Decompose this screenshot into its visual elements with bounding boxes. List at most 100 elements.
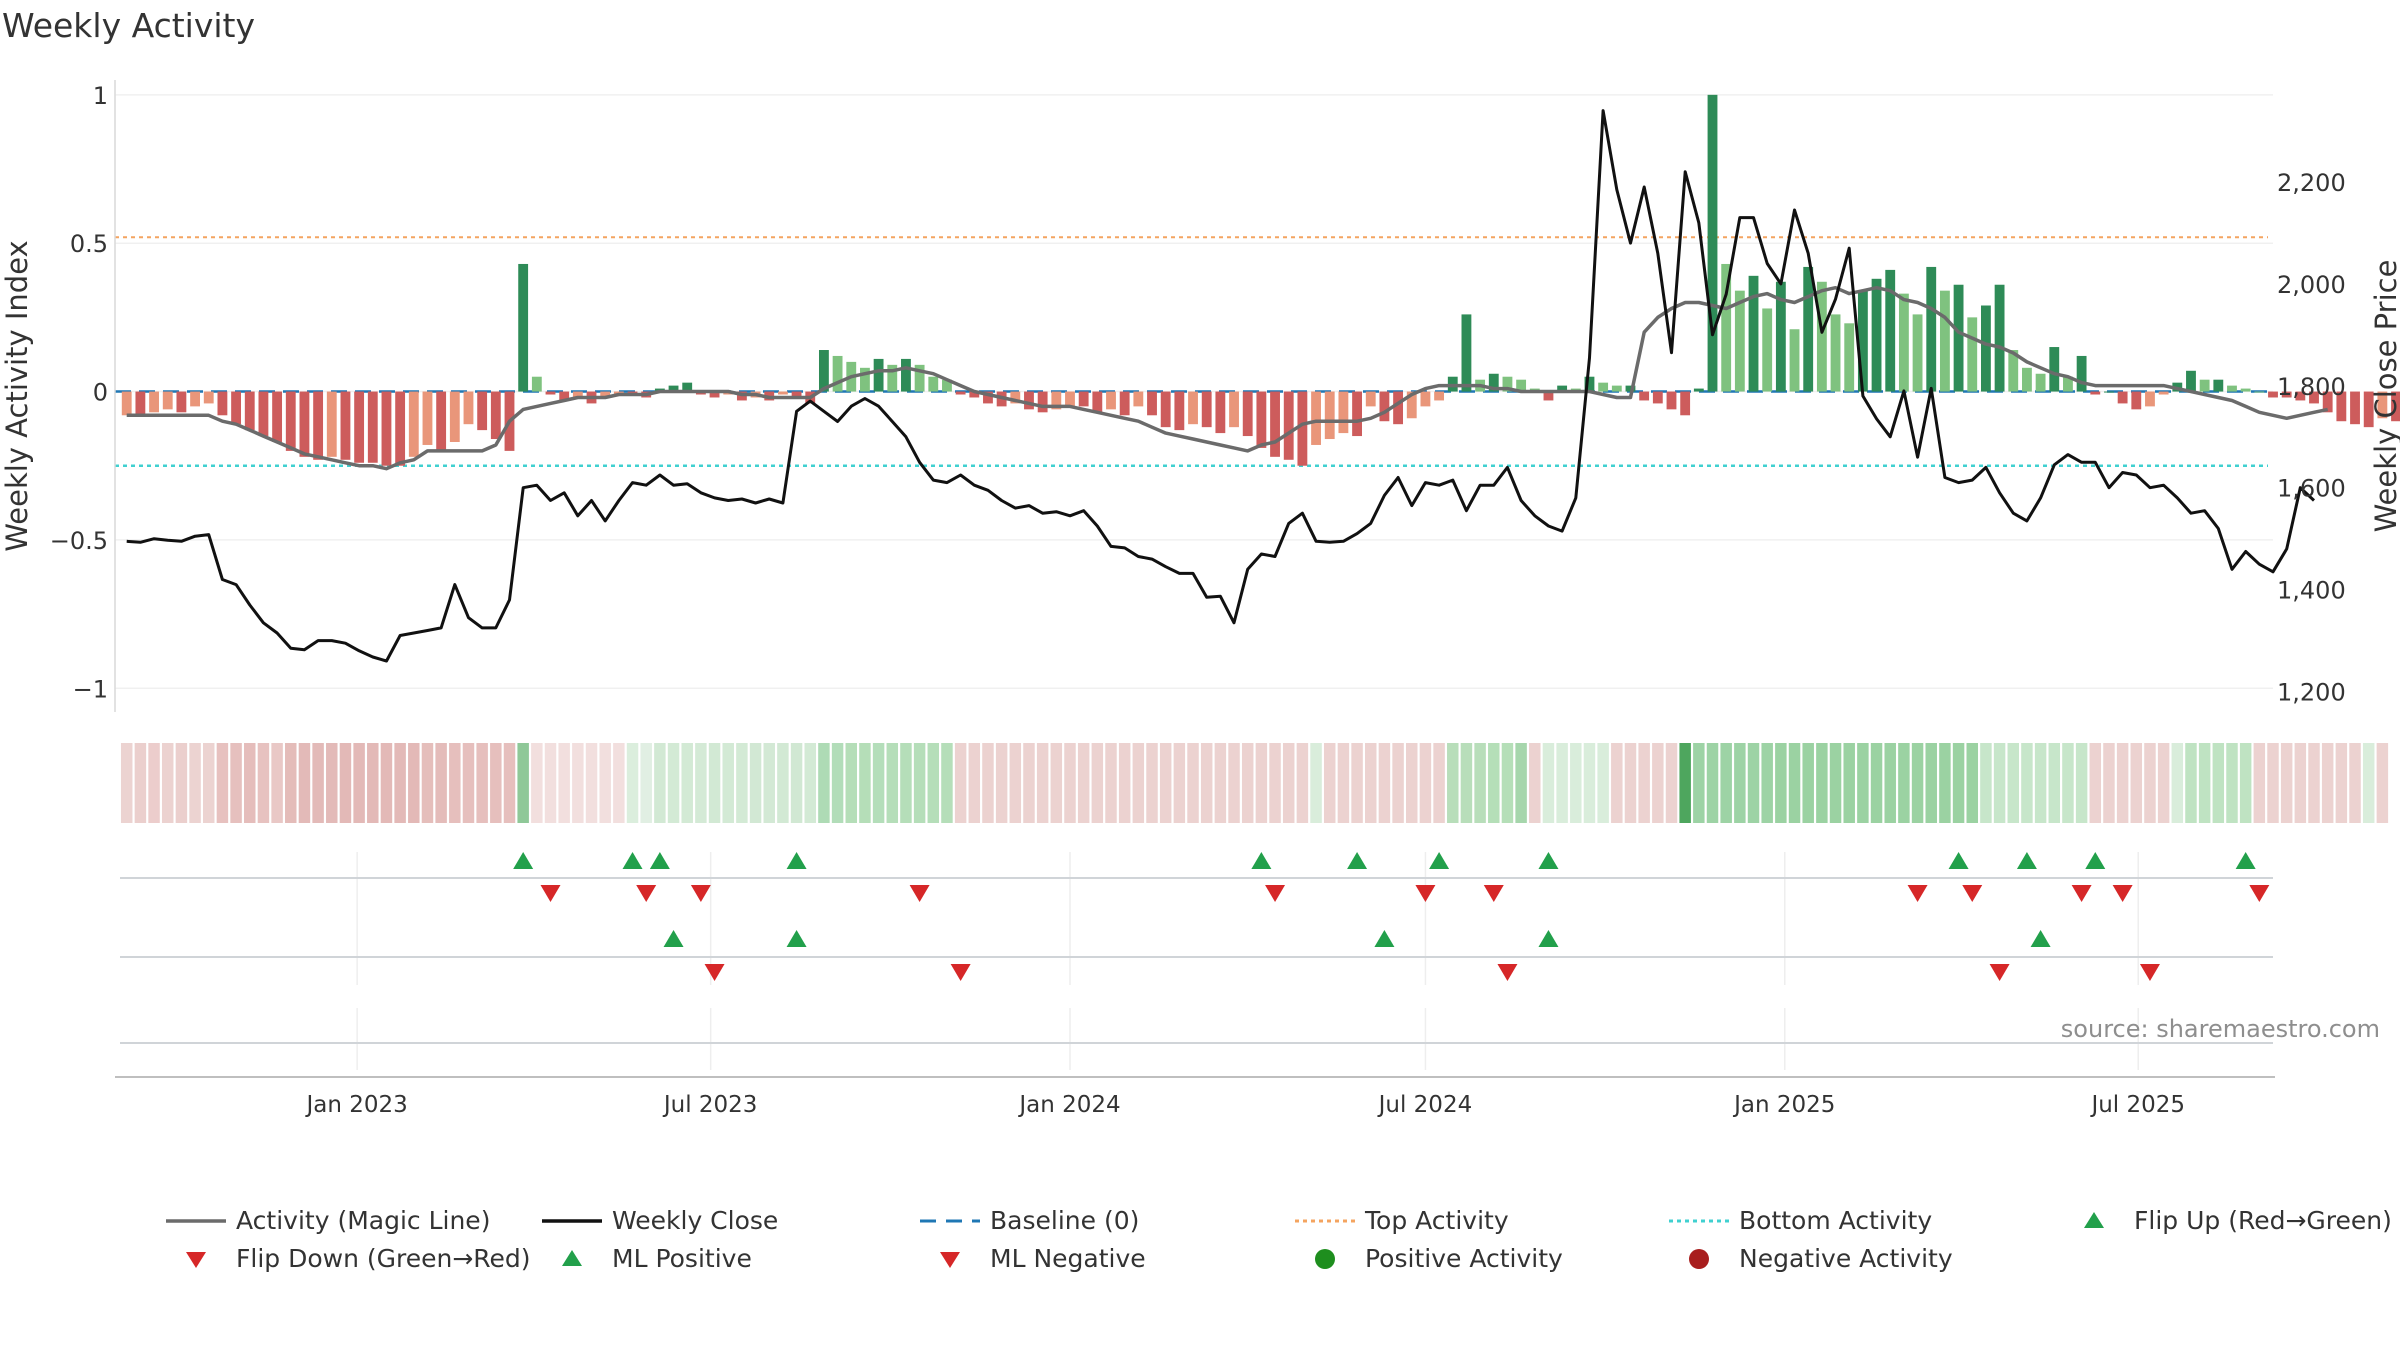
y-left-tick-label: 0 — [93, 379, 108, 407]
flip-up-marker — [2085, 852, 2106, 869]
activity-bar — [559, 391, 570, 401]
heat-strip-cell — [2144, 743, 2156, 823]
activity-bar — [436, 391, 447, 451]
heat-strip-cell — [1433, 743, 1445, 823]
legend-label: Positive Activity — [1365, 1244, 1563, 1273]
heat-strip-cell — [1706, 743, 1719, 823]
heat-strip-cell — [1269, 743, 1281, 823]
heat-strip-cell — [1788, 743, 1801, 823]
activity-bar — [2131, 391, 2142, 410]
y-right-axis-label: Weekly Close Price — [2369, 260, 2400, 533]
activity-bar — [1024, 391, 1034, 410]
activity-bar — [832, 355, 843, 392]
activity-bar — [1639, 391, 1650, 401]
heat-strip-cell — [202, 743, 215, 823]
activity-bar — [2104, 391, 2114, 393]
activity-bar — [1611, 385, 1622, 392]
heat-strip-cell — [1898, 743, 1910, 823]
heat-strip-cell — [1638, 743, 1650, 823]
heat-strip-cell — [763, 743, 775, 823]
activity-bar — [1010, 391, 1021, 404]
flip-down-marker — [1483, 885, 1504, 902]
activity-bar — [983, 391, 993, 404]
heat-strip-cell — [2335, 743, 2348, 823]
heat-strip-cell — [2267, 743, 2279, 823]
heat-strip-cell — [503, 743, 516, 823]
heat-strip-cell — [1911, 743, 1924, 823]
x-axis: Jan 2023 Jul 2023 Jan 2024 Jul 2024 Jan 2025… — [305, 1092, 2186, 1118]
heat-strip-cell — [1050, 743, 1063, 823]
heat-strip-cell — [1023, 743, 1035, 823]
heat-strip-cell — [1747, 743, 1760, 823]
activity-bar — [1311, 391, 1321, 445]
ml-positive-marker — [2030, 930, 2051, 947]
y-left-tick-label: 1 — [93, 82, 108, 110]
heat-strip-cell — [790, 743, 803, 823]
y-left-tick-label: −1 — [73, 675, 108, 703]
legend-symbol-ml-negative — [940, 1252, 960, 1268]
activity-bar — [2090, 391, 2101, 395]
flip-up-marker — [1538, 852, 1559, 869]
activity-bar — [2268, 391, 2278, 398]
legend-label: Baseline (0) — [990, 1206, 1140, 1235]
heat-strip-cell — [544, 743, 557, 823]
heat-strip-cell — [2075, 743, 2088, 823]
legend-symbol-top-activity — [1295, 1219, 1355, 1223]
activity-bar — [367, 391, 378, 463]
heat-strip-cell — [257, 743, 270, 823]
heat-strip-cell — [558, 743, 570, 823]
heat-strip-cell — [2280, 743, 2293, 823]
activity-bar — [299, 391, 310, 457]
activity-bar — [1789, 329, 1800, 392]
activity-bar — [2309, 391, 2319, 404]
activity-bar — [791, 391, 802, 398]
activity-bar — [1092, 391, 1103, 413]
legend-label: Activity (Magic Line) — [236, 1206, 491, 1235]
heat-strip-cell — [449, 743, 461, 823]
heat-strip-cell — [339, 743, 352, 823]
activity-bar — [149, 391, 159, 413]
heat-strip-cell — [1980, 743, 1992, 823]
heat-strip-cell — [421, 743, 434, 823]
reference-lines — [115, 236, 2268, 467]
heat-strip-cell — [872, 743, 885, 823]
activity-bar — [258, 391, 269, 437]
activity-bar — [231, 391, 242, 425]
legend-label: Flip Up (Red→Green) — [2134, 1206, 2392, 1235]
heat-strip-cell — [148, 743, 160, 823]
activity-bar — [203, 391, 214, 404]
heat-strip-cell — [175, 743, 188, 823]
heat-strip-cell — [626, 743, 639, 823]
ml-negative-marker — [1989, 964, 2010, 981]
heat-strip-cell — [2062, 743, 2074, 823]
activity-heat-strip — [120, 743, 2389, 823]
activity-bar — [1885, 269, 1896, 392]
heat-strip-cell — [831, 743, 844, 823]
heat-strip-cell — [1296, 743, 1309, 823]
legend-label: Weekly Close — [612, 1206, 779, 1235]
activity-bar — [2391, 391, 2400, 422]
heat-strip-cell — [1857, 743, 1869, 823]
activity-bar — [326, 391, 337, 457]
heat-strip-cell — [982, 743, 994, 823]
heat-strip-cell — [1816, 743, 1828, 823]
heat-strip-cell — [1474, 743, 1486, 823]
heat-strip-cell — [2212, 743, 2225, 823]
heat-strip-cell — [927, 743, 940, 823]
activity-bar — [2145, 391, 2155, 407]
heat-strip-cell — [2308, 743, 2320, 823]
activity-bar — [1297, 391, 1308, 466]
legend-label: ML Negative — [990, 1244, 1146, 1273]
activity-bar — [190, 391, 200, 407]
flip-up-marker — [622, 852, 643, 869]
heat-strip-cell — [367, 743, 379, 823]
activity-bar — [2227, 385, 2237, 392]
activity-bar — [1980, 305, 1991, 392]
activity-bar — [1748, 275, 1759, 392]
activity-bar — [2158, 391, 2169, 395]
heat-strip-cell — [736, 743, 748, 823]
heat-strip-cell — [1214, 743, 1227, 823]
heat-strip-cell — [1884, 743, 1896, 823]
activity-bar — [818, 350, 829, 392]
